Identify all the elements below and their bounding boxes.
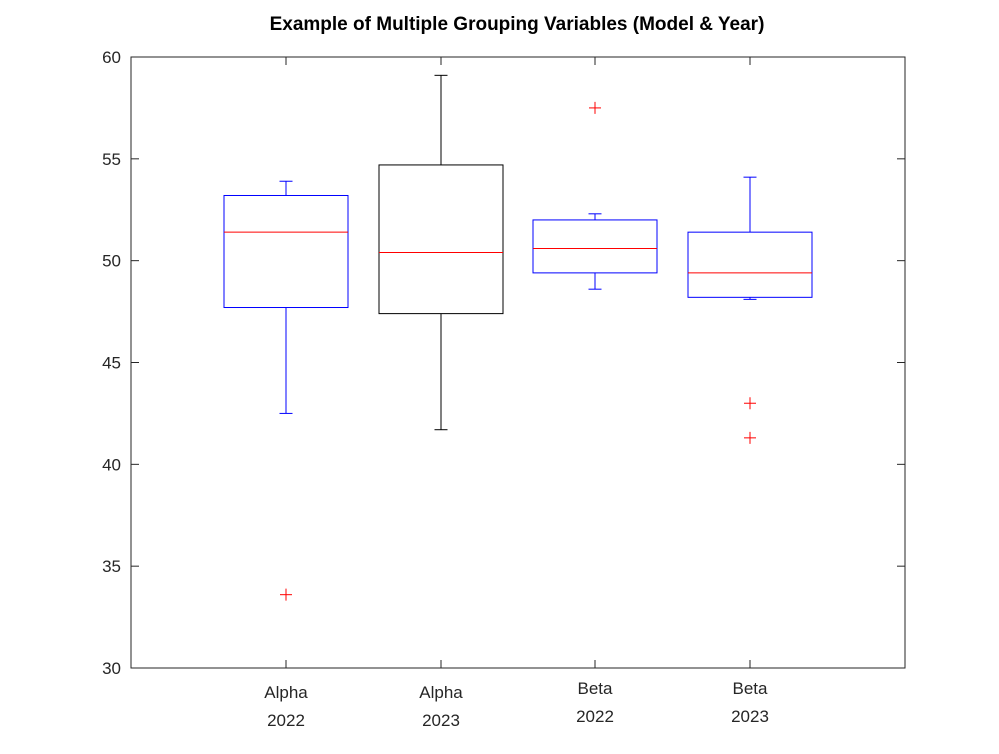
x-label-year: 2023 (422, 711, 460, 730)
x-label-year: 2022 (576, 707, 614, 726)
x-label-model: Beta (733, 679, 769, 698)
box-alpha-2022: Alpha 2022 (223, 57, 349, 730)
box-iqr (223, 194, 349, 309)
box-alpha-2023: Alpha 2023 (378, 57, 504, 730)
x-label-model: Beta (578, 679, 614, 698)
plot-area (130, 56, 906, 669)
outlier-marker (744, 431, 756, 444)
y-tick-label: 45 (102, 354, 121, 373)
x-label-model: Alpha (419, 683, 463, 702)
box-beta-2022: Beta 2022 (532, 57, 658, 726)
y-tick-label: 40 (102, 455, 121, 474)
box-iqr (532, 219, 658, 274)
y-tick-label: 35 (102, 557, 121, 576)
box-iqr (687, 231, 813, 298)
y-tick-label: 50 (102, 252, 121, 271)
box-iqr (378, 164, 504, 315)
outlier-marker (589, 101, 601, 114)
chart-title: Example of Multiple Grouping Variables (… (270, 14, 765, 35)
y-tick-label: 60 (102, 48, 121, 67)
outlier-marker (280, 588, 292, 601)
x-label-model: Alpha (264, 683, 308, 702)
outlier-marker (744, 397, 756, 410)
box-beta-2023: Beta 2023 (687, 57, 813, 726)
x-label-year: 2022 (267, 711, 305, 730)
y-tick-label: 55 (102, 150, 121, 169)
x-label-year: 2023 (731, 707, 769, 726)
y-tick-label: 30 (102, 659, 121, 678)
